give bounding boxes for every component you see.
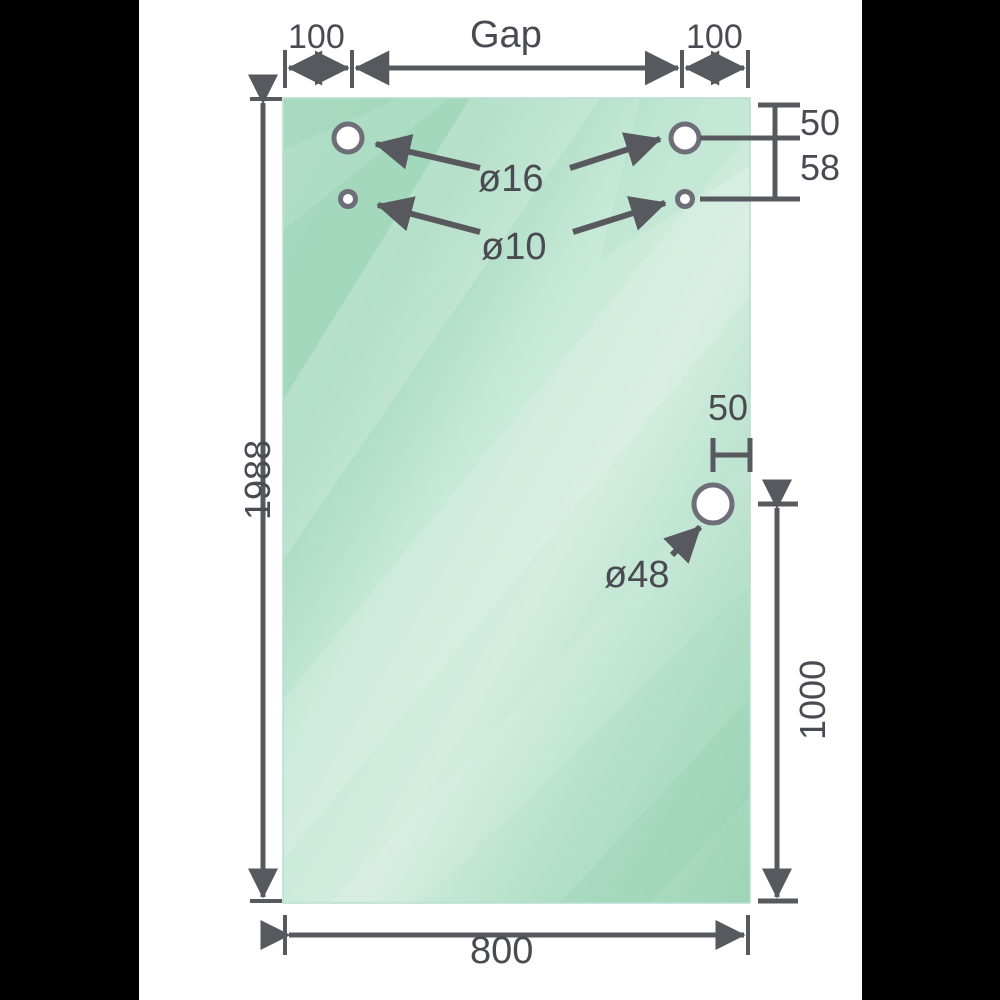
handle-edge-dim-group [710,438,753,472]
left-dimension-group [248,74,282,903]
bottom-dimension-group [260,915,750,955]
dim-label-height-1000: 1000 [792,659,833,740]
hole-group [331,121,735,526]
dim-label-hole-edge-50: 50 [708,387,749,428]
callout-label-hole-48: ø48 [604,554,670,596]
leader-hole16-right [569,132,662,171]
right-offset-group [700,102,800,202]
right-lower-dimension-group [758,479,798,904]
top-left-hole-10 [338,189,358,209]
top-right-hole-16 [668,121,702,155]
right-frame-bar [862,0,1000,1000]
left-frame-bar [0,0,139,1000]
dim-label-height-1988: 1988 [237,439,278,520]
dim-label-offset-50: 50 [800,102,841,143]
dim-label-width-800: 800 [470,930,534,972]
dim-label-gap: Gap [470,14,542,56]
dim-label-top-right-100: 100 [686,18,743,56]
callout-label-hole-10: ø10 [481,226,547,268]
leader-group [374,132,703,564]
handle-hole-48 [691,482,735,526]
leader-hole10-right [572,196,667,235]
leader-hole48 [663,524,703,564]
leader-hole16-left [374,134,481,171]
dim-label-offset-58: 58 [800,147,841,188]
leader-hole10-left [376,196,481,235]
top-left-hole-16 [331,121,365,155]
dim-label-top-left-100: 100 [288,18,345,56]
top-right-hole-10 [675,189,695,209]
callout-label-hole-16: ø16 [478,158,544,200]
top-dimension-group [283,50,750,88]
glass-panel [282,97,751,904]
